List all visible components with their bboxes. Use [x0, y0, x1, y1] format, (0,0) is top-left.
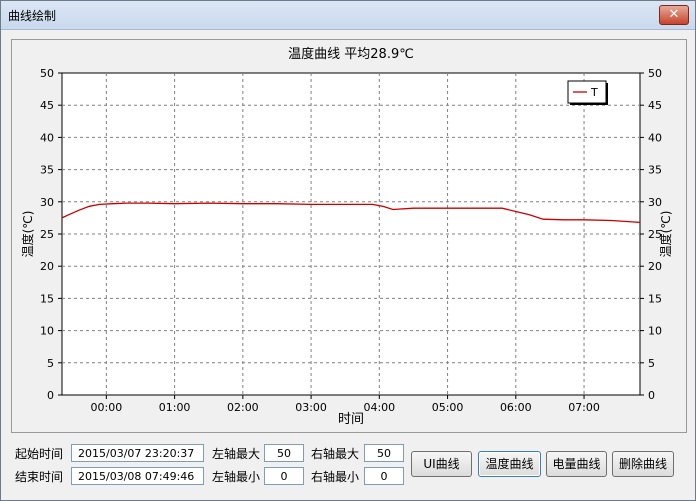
title-bar[interactable]: 曲线绘制 ✕ — [1, 1, 695, 30]
window-title: 曲线绘制 — [8, 9, 57, 23]
temperature-chart: 0 0 5 5 10 10 15 15 20 20 25 25 30 30 35 35 40 40 45 45 50 50… — [20, 46, 673, 427]
y-tick-label-left: 45 — [40, 99, 54, 112]
end-time-label: 结束时间 — [15, 470, 64, 484]
x-tick-label: 04:00 — [363, 401, 395, 414]
y-tick-label-right: 50 — [648, 67, 662, 80]
legend-label: T — [590, 86, 598, 99]
left-axis-max-label: 左轴最大 — [212, 447, 261, 461]
left-axis-min-label: 左轴最小 — [212, 470, 261, 484]
y-tick-label-right: 35 — [648, 164, 662, 177]
close-icon: ✕ — [668, 7, 680, 22]
x-tick-label: 02:00 — [227, 401, 259, 414]
x-tick-label: 06:00 — [500, 401, 532, 414]
start-time-field[interactable]: 2015/03/07 23:20:37 — [71, 444, 204, 462]
left-axis-max-field[interactable]: 50 — [264, 444, 304, 462]
y-tick-label-left: 25 — [40, 228, 54, 241]
y-tick-label-right: 5 — [648, 357, 655, 370]
y-tick-label-left: 40 — [40, 131, 54, 144]
delete-curve-button[interactable]: 删除曲线 — [612, 451, 674, 477]
y-tick-label-left: 30 — [40, 196, 54, 209]
right-axis-min-label: 右轴最小 — [311, 470, 360, 484]
y-tick-label-right: 15 — [648, 292, 662, 305]
chart-panel: 0 0 5 5 10 10 15 15 20 20 25 25 30 30 35 35 40 40 45 45 50 50… — [11, 39, 687, 433]
y-tick-label-right: 0 — [648, 389, 655, 402]
right-axis-max-label: 右轴最大 — [311, 447, 360, 461]
y-axis-label-right: 温度(℃) — [658, 211, 673, 258]
close-button[interactable]: ✕ — [659, 5, 689, 25]
x-axis-label: 时间 — [338, 412, 364, 427]
y-tick-label-left: 15 — [40, 292, 54, 305]
temperature-curve-button[interactable]: 温度曲线 — [478, 451, 541, 477]
x-tick-label: 07:00 — [568, 401, 600, 414]
end-time-field[interactable]: 2015/03/08 07:49:46 — [71, 467, 204, 485]
y-tick-label-right: 30 — [648, 196, 662, 209]
y-axis-label-left: 温度(℃) — [20, 211, 35, 258]
y-tick-label-left: 20 — [40, 260, 54, 273]
x-tick-label: 01:00 — [159, 401, 191, 414]
right-axis-max-field[interactable]: 50 — [364, 444, 404, 462]
y-tick-label-right: 40 — [648, 131, 662, 144]
chart-title: 温度曲线 平均28.9℃ — [288, 46, 414, 62]
battery-curve-button[interactable]: 电量曲线 — [546, 451, 607, 477]
y-tick-label-right: 20 — [648, 260, 662, 273]
x-tick-label: 03:00 — [295, 401, 327, 414]
start-time-label: 起始时间 — [15, 447, 64, 461]
y-tick-label-left: 0 — [47, 389, 54, 402]
y-tick-label-left: 50 — [40, 67, 54, 80]
left-axis-min-field[interactable]: 0 — [264, 467, 304, 485]
y-tick-label-left: 5 — [47, 357, 54, 370]
x-tick-label: 00:00 — [91, 401, 123, 414]
y-tick-label-left: 35 — [40, 164, 54, 177]
y-tick-label-right: 10 — [648, 325, 662, 338]
series-line-T — [61, 202, 641, 224]
y-tick-label-left: 10 — [40, 325, 54, 338]
control-panel: 起始时间 2015/03/07 23:20:37 结束时间 2015/03/08… — [1, 441, 695, 499]
y-tick-label-right: 45 — [648, 99, 662, 112]
ui-curve-button[interactable]: UI曲线 — [411, 451, 472, 477]
y-tick-label-right: 25 — [648, 228, 662, 241]
x-tick-label: 05:00 — [432, 401, 464, 414]
right-axis-min-field[interactable]: 0 — [364, 467, 404, 485]
